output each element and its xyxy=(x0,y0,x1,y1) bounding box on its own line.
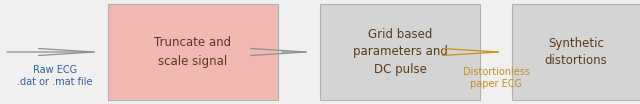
FancyBboxPatch shape xyxy=(512,4,640,100)
Text: Distortionless
paper ECG: Distortionless paper ECG xyxy=(463,67,529,89)
Text: Synthetic
distortions: Synthetic distortions xyxy=(545,37,607,67)
FancyBboxPatch shape xyxy=(108,4,278,100)
FancyBboxPatch shape xyxy=(320,4,480,100)
Text: Grid based
parameters and
DC pulse: Grid based parameters and DC pulse xyxy=(353,27,447,77)
Text: Truncate and
scale signal: Truncate and scale signal xyxy=(154,37,232,67)
Text: Raw ECG
.dat or .mat file: Raw ECG .dat or .mat file xyxy=(17,65,93,87)
